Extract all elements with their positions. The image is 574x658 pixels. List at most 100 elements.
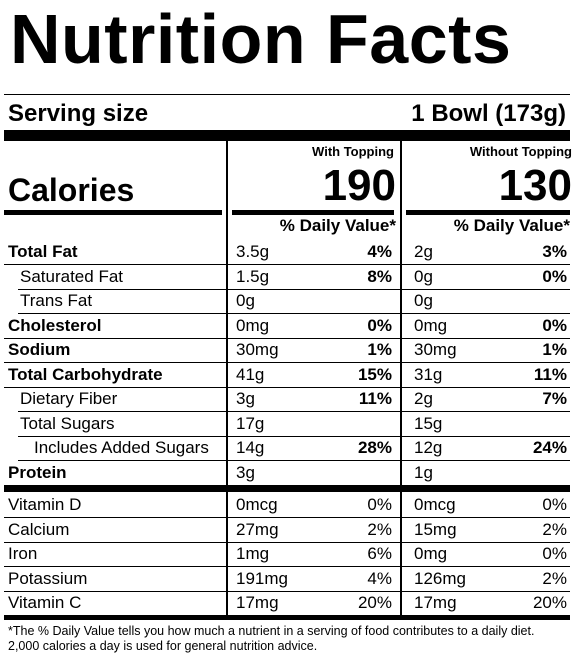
nutrient-label: Trans Fat — [20, 291, 93, 310]
amount-without-topping: 0mcg — [414, 495, 456, 514]
amount-with-topping: 0mcg — [236, 495, 278, 514]
amount-with-topping: 1mg — [236, 544, 270, 563]
calories-rule-left — [4, 210, 222, 215]
dv-without-topping: 24% — [532, 438, 567, 457]
dv-without-topping: 0% — [542, 315, 567, 335]
footnote: *The % Daily Value tells you how much a … — [8, 624, 534, 654]
dv-header-with-topping: % Daily Value* — [279, 216, 396, 235]
row-separator — [4, 337, 570, 339]
dv-without-topping: 0% — [542, 544, 567, 563]
nutrient-row: Saturated Fat 1.5g 8% 0g 0% — [4, 265, 570, 289]
title-rule — [4, 94, 570, 95]
dv-without-topping: 2% — [542, 519, 567, 539]
serving-size-label: Serving size — [8, 100, 149, 127]
dv-with-topping: 11% — [358, 389, 392, 408]
amount-without-topping: 12g — [414, 438, 443, 457]
nutrient-row: Protein 3g 1g — [4, 461, 570, 485]
vitamin-row: Vitamin C 17mg 20% 17mg 20% — [4, 591, 570, 615]
dv-without-topping: 1% — [542, 340, 567, 359]
amount-with-topping: 17g — [236, 413, 265, 433]
amount-with-topping: 0mg — [236, 315, 270, 335]
amount-with-topping: 41g — [236, 364, 265, 384]
footnote-line-2: 2,000 calories a day is used for general… — [8, 639, 318, 653]
dv-with-topping: 15% — [357, 364, 392, 384]
row-separator — [18, 288, 570, 290]
dv-header-without-topping: % Daily Value* — [453, 216, 570, 235]
dv-with-topping: 2% — [367, 519, 392, 539]
nutrient-label: Total Carbohydrate — [8, 364, 163, 384]
thick-rule-vitamins — [4, 485, 570, 492]
vitamin-label: Vitamin D — [8, 495, 82, 514]
column-header-without-topping: Without Topping — [469, 144, 572, 159]
dv-without-topping: 3% — [542, 242, 567, 261]
row-separator — [4, 386, 570, 388]
amount-with-topping: 14g — [236, 438, 265, 457]
amount-with-topping: 3g — [236, 462, 255, 482]
nutrient-row: Trans Fat 0g 0g — [4, 289, 570, 313]
nutrient-label: Cholesterol — [8, 315, 102, 335]
nutrient-label: Sodium — [8, 340, 71, 359]
row-separator — [18, 460, 570, 461]
row-separator — [4, 517, 570, 518]
nutrient-row: Cholesterol 0mg 0% 0mg 0% — [4, 314, 570, 338]
dv-without-topping: 20% — [532, 593, 567, 612]
nutrient-label: Protein — [8, 462, 67, 482]
row-separator — [18, 411, 570, 412]
amount-without-topping: 126mg — [414, 568, 466, 588]
amount-with-topping: 30mg — [236, 340, 279, 359]
amount-without-topping: 0mg — [414, 544, 448, 563]
vitamin-label: Vitamin C — [8, 593, 82, 612]
nutrient-label: Saturated Fat — [20, 266, 124, 286]
amount-without-topping: 2g — [414, 242, 433, 261]
column-header-with-topping: With Topping — [312, 144, 394, 159]
vitamin-label: Calcium — [8, 519, 70, 539]
amount-with-topping: 1.5g — [236, 266, 270, 286]
calories-with-topping: 190 — [322, 161, 396, 210]
vitamin-row: Potassium 191mg 4% 126mg 2% — [4, 567, 570, 591]
calories-rule-with — [232, 210, 394, 215]
vitamin-row: Iron 1mg 6% 0mg 0% — [4, 542, 570, 566]
nutrient-label: Includes Added Sugars — [34, 438, 209, 457]
panel-title: Nutrition Facts — [10, 0, 512, 78]
row-separator — [4, 264, 570, 265]
dv-without-topping: 0% — [542, 495, 567, 514]
amount-without-topping: 0g — [414, 291, 433, 310]
nutrient-label: Dietary Fiber — [20, 389, 118, 408]
vitamin-label: Iron — [8, 544, 38, 563]
vitamin-row: Vitamin D 0mcg 0% 0mcg 0% — [4, 493, 570, 517]
vitamin-label: Potassium — [8, 568, 88, 588]
dv-with-topping: 20% — [357, 593, 392, 612]
dv-without-topping: 0% — [542, 266, 567, 286]
dv-without-topping: 11% — [533, 364, 567, 384]
amount-with-topping: 3.5g — [236, 242, 270, 261]
nutrient-row: Includes Added Sugars 14g 28% 12g 24% — [4, 436, 570, 460]
nutrient-label: Total Fat — [8, 242, 78, 261]
calories-label: Calories — [8, 172, 135, 208]
column-divider-mid — [400, 141, 402, 619]
amount-without-topping: 15g — [414, 413, 443, 433]
row-separator — [4, 541, 570, 543]
dv-with-topping: 0% — [367, 315, 392, 335]
dv-with-topping: 1% — [367, 340, 392, 359]
calories-without-topping: 130 — [498, 161, 572, 210]
amount-with-topping: 191mg — [236, 568, 288, 588]
nutrient-row: Total Carbohydrate 41g 15% 31g 11% — [4, 363, 570, 387]
amount-without-topping: 31g — [414, 364, 443, 384]
amount-without-topping: 2g — [414, 389, 433, 408]
thick-rule-top — [4, 130, 570, 141]
amount-with-topping: 27mg — [236, 519, 279, 539]
serving-size-value: 1 Bowl (173g) — [411, 100, 566, 127]
thick-rule-bottom — [4, 615, 570, 620]
serving-size-row: Serving size 1 Bowl (173g) — [8, 100, 566, 128]
dv-with-topping: 4% — [367, 242, 392, 261]
amount-with-topping: 0g — [236, 291, 255, 310]
amount-with-topping: 17mg — [236, 593, 279, 612]
nutrient-row: Total Sugars 17g 15g — [4, 412, 570, 436]
nutrient-row: Dietary Fiber 3g 11% 2g 7% — [4, 387, 570, 411]
row-separator — [18, 435, 570, 437]
footnote-line-1: *The % Daily Value tells you how much a … — [8, 624, 535, 638]
dv-with-topping: 28% — [357, 438, 392, 457]
amount-without-topping: 30mg — [414, 340, 457, 359]
dv-without-topping: 7% — [542, 389, 567, 408]
dv-with-topping: 0% — [367, 495, 392, 514]
